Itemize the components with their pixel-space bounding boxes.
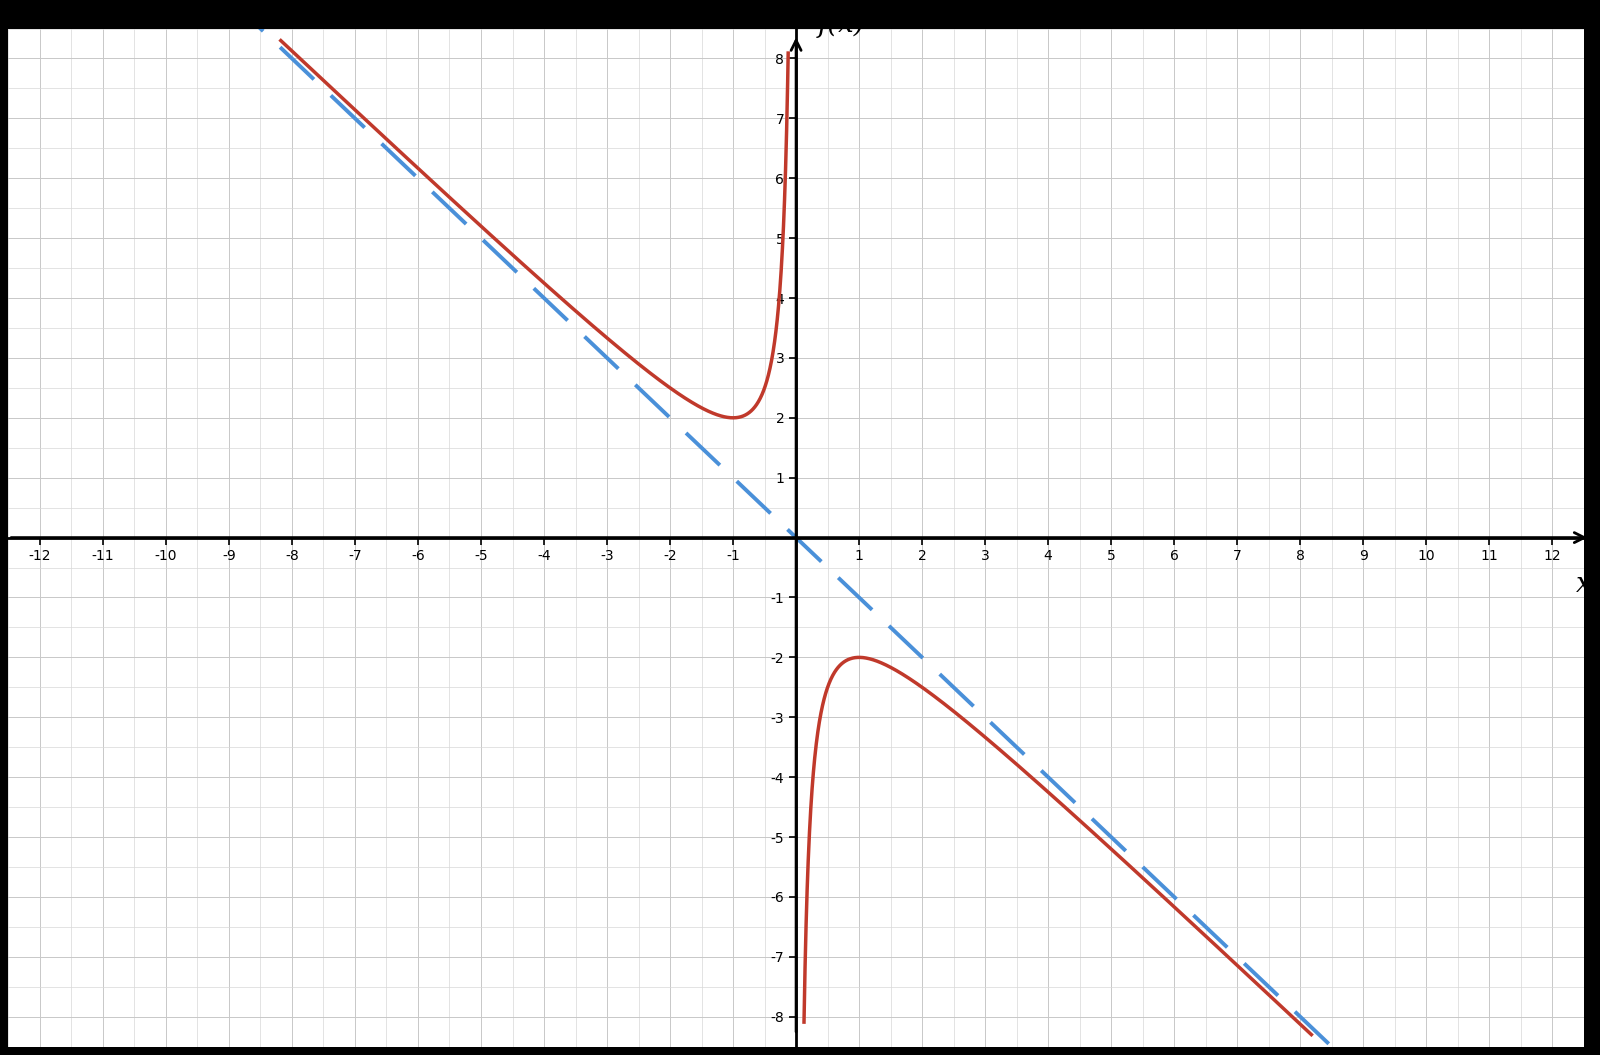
Text: x: x	[1576, 571, 1592, 597]
Text: f(x): f(x)	[818, 11, 866, 38]
